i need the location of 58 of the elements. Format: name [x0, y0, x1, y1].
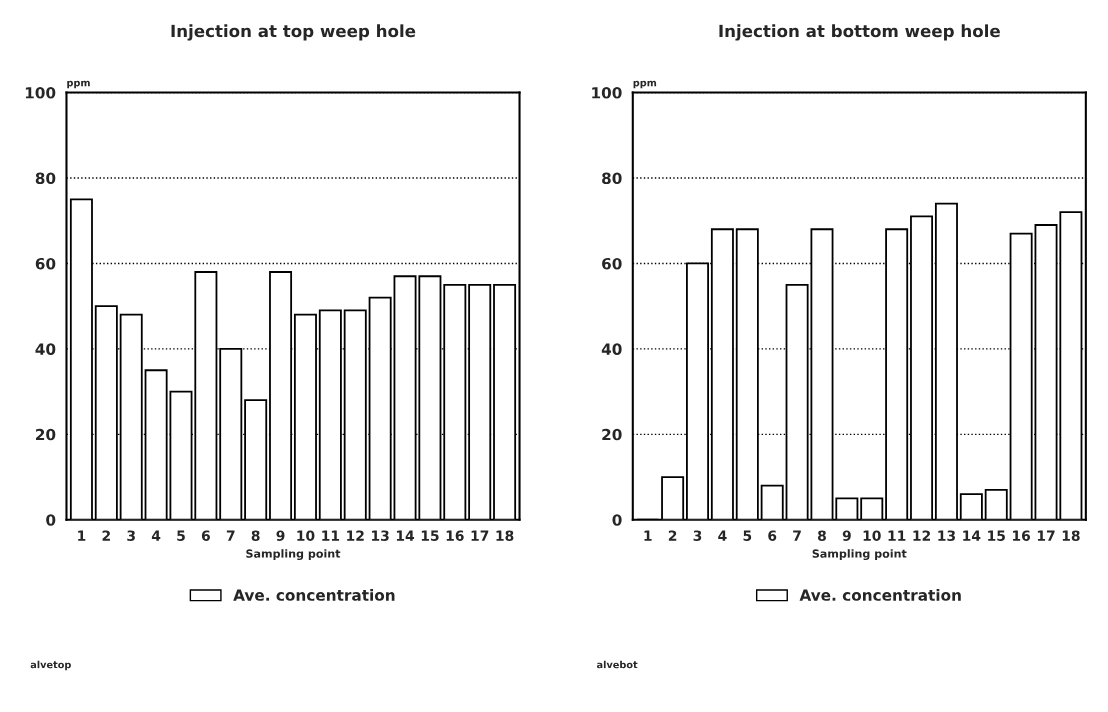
- x-tick-label: 11: [888, 530, 906, 541]
- x-tick-label: 18: [1062, 530, 1080, 541]
- text: alvetop: [30, 660, 71, 671]
- x-tick-label: 17: [471, 530, 489, 541]
- x-tick-label: 16: [446, 530, 464, 541]
- x-tick-label: 1: [78, 530, 86, 541]
- x-tick-label: 3: [693, 530, 702, 541]
- legend-label: Ave. concentration: [233, 589, 395, 601]
- y-tick-label: 100: [25, 87, 56, 99]
- x-tick-label: 2: [668, 530, 677, 541]
- chart-title: Injection at bottom weep hole: [719, 24, 1000, 41]
- x-tick-label: 13: [372, 530, 389, 541]
- x-tick-label: 14: [963, 530, 981, 541]
- x-tick-label: 7: [226, 530, 235, 541]
- y-axis-title: ppm: [633, 80, 657, 89]
- y-tick-label: 0: [612, 514, 622, 526]
- x-tick-label: 12: [347, 530, 364, 541]
- y-tick-label: 60: [602, 257, 622, 270]
- x-tick-label: 6: [768, 530, 777, 541]
- x-tick-label: 7: [793, 530, 801, 541]
- text: alvebot: [596, 660, 638, 669]
- y-tick-label: 20: [36, 428, 56, 441]
- x-tick-label: 13: [938, 530, 955, 541]
- x-tick-label: 9: [842, 530, 851, 541]
- y-tick-label: 0: [46, 514, 56, 526]
- x-tick-label: 8: [817, 530, 826, 541]
- y-tick-label: 40: [35, 343, 56, 355]
- x-tick-label: 8: [251, 530, 260, 541]
- x-tick-label: 11: [322, 530, 340, 541]
- x-axis-title: Sampling point: [246, 549, 341, 561]
- x-tick-label: 5: [743, 530, 752, 541]
- x-tick-label: 17: [1037, 530, 1055, 541]
- x-tick-label: 18: [496, 530, 514, 541]
- y-tick-label: 80: [35, 172, 56, 185]
- y-axis-title: ppm: [67, 80, 90, 89]
- x-tick-label: 4: [151, 530, 161, 541]
- x-tick-label: 6: [201, 530, 210, 541]
- y-tick-label: 80: [602, 172, 622, 185]
- x-tick-label: 12: [913, 530, 930, 541]
- x-tick-label: 10: [863, 530, 881, 541]
- x-tick-label: 9: [276, 530, 285, 541]
- chart-title: Injection at top weep hole: [171, 24, 416, 41]
- x-tick-label: 15: [421, 530, 439, 541]
- x-tick-label: 5: [177, 530, 185, 541]
- y-tick-label: 100: [592, 87, 622, 99]
- x-tick-label: 10: [297, 530, 315, 541]
- x-tick-label: 14: [396, 530, 415, 541]
- y-tick-label: 60: [35, 257, 56, 270]
- x-axis-title: Sampling point: [812, 549, 907, 561]
- x-tick-label: 16: [1013, 530, 1031, 541]
- x-tick-label: 15: [988, 530, 1005, 541]
- y-tick-label: 40: [601, 343, 622, 355]
- legend-label: Ave. concentration: [799, 589, 961, 601]
- x-tick-label: 2: [102, 530, 110, 541]
- x-tick-label: 4: [718, 530, 727, 541]
- x-tick-label: 1: [644, 530, 652, 541]
- x-tick-label: 3: [127, 530, 135, 541]
- y-tick-label: 20: [602, 428, 622, 441]
